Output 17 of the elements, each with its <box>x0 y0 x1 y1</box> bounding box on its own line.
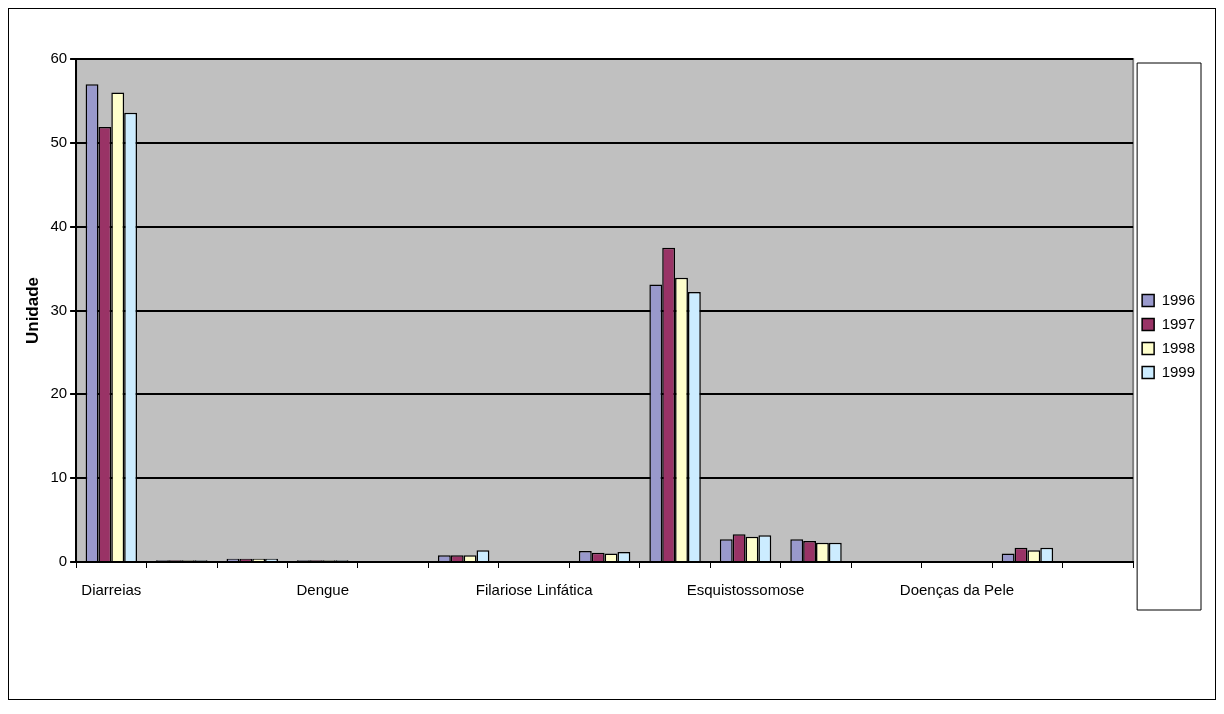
legend-label: 1996 <box>1161 290 1196 308</box>
y-tick-label: 30 <box>50 300 68 318</box>
y-tick-label: 50 <box>50 132 68 150</box>
y-tick-label: 20 <box>50 384 68 402</box>
y-tick-label: 60 <box>50 49 68 67</box>
legend-label: 1998 <box>1161 338 1196 356</box>
y-tick-label: 0 <box>58 552 68 570</box>
y-tick-label: 40 <box>50 216 68 234</box>
x-tick-label: Doenças da Pele <box>899 581 1015 599</box>
x-tick-label: Dengue <box>296 581 349 599</box>
y-tick-label: 10 <box>50 468 68 486</box>
x-tick-label: Diarreias <box>81 581 142 599</box>
legend-label: 1999 <box>1161 362 1196 380</box>
legend-label: 1997 <box>1161 314 1196 332</box>
x-tick-label: Filariose Linfática <box>475 581 594 599</box>
x-tick-label: Esquistossomose <box>686 581 805 599</box>
y-axis-title: Unidade <box>22 276 42 345</box>
